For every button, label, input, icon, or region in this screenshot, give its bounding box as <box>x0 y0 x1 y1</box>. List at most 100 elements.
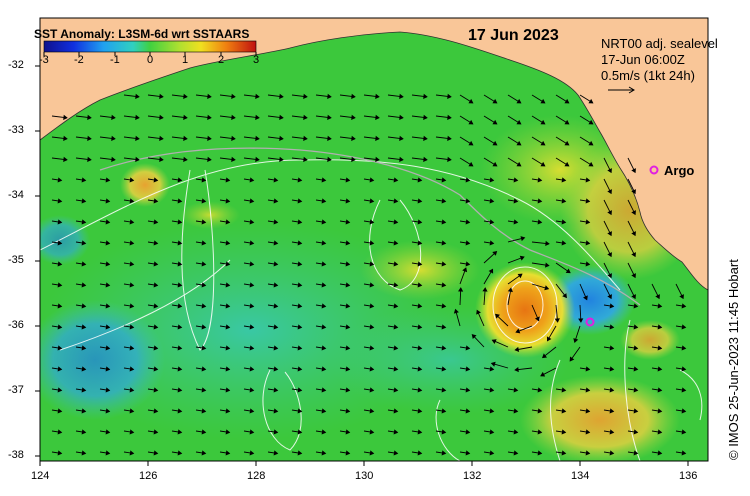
current-arrow-head <box>482 287 488 292</box>
current-arrow-head <box>129 345 135 351</box>
current-arrow-head <box>249 261 255 267</box>
current-arrow-head <box>153 198 159 204</box>
current-arrow-head <box>201 282 207 288</box>
current-arrow-head <box>345 177 351 183</box>
current-arrow-head <box>465 219 471 225</box>
current-arrow-head <box>441 366 447 372</box>
current-arrow-head <box>681 450 687 456</box>
current-arrow-head <box>225 450 231 456</box>
current-arrow-head <box>57 387 63 393</box>
current-arrow-head <box>81 450 87 456</box>
current-arrow-head <box>321 324 327 330</box>
current-arrow-head <box>201 429 207 435</box>
current-arrow-head <box>177 282 183 288</box>
current-arrow-head <box>249 219 255 225</box>
current-arrow-head <box>105 219 111 225</box>
current-arrow-head <box>225 177 231 183</box>
current-arrow-head <box>105 429 111 435</box>
current-arrow-head <box>57 177 63 183</box>
current-arrow-head <box>249 408 255 414</box>
current-arrow-head <box>561 240 567 246</box>
current-arrow-head <box>607 231 612 237</box>
current-arrow-head <box>153 177 159 183</box>
current-arrow-head <box>321 303 327 309</box>
current-arrow-head <box>631 189 636 195</box>
current-arrow-head <box>399 93 404 99</box>
current-arrow-head <box>465 408 471 414</box>
current-arrow-head <box>345 408 351 414</box>
current-arrow-head <box>585 429 591 435</box>
current-arrow-head <box>81 219 87 225</box>
current-arrow-head <box>609 450 615 456</box>
current-arrow-head <box>561 219 567 225</box>
colorbar-tick: 2 <box>218 54 225 66</box>
current-arrow-head <box>297 198 303 204</box>
current-arrow-head <box>231 135 236 141</box>
current-arrow-head <box>81 408 87 414</box>
scale-arrow <box>608 86 635 94</box>
product-info: NRT00 adj. sealevel 17-Jun 06:00Z 0.5m/s… <box>601 36 718 84</box>
current-arrow-head <box>441 429 447 435</box>
current-arrow-head <box>561 198 567 204</box>
current-arrow-head <box>393 198 399 204</box>
current-arrow-head <box>441 450 447 456</box>
current-arrow-head <box>417 219 423 225</box>
current-arrow-head <box>517 273 523 279</box>
current-arrow-head <box>273 345 279 351</box>
current-arrow-head <box>681 429 687 435</box>
current-arrow-head <box>279 93 284 99</box>
current-arrow-head <box>129 324 135 330</box>
current-arrow-head <box>159 93 164 99</box>
current-arrow-head <box>249 366 255 372</box>
current-arrow-head <box>417 303 423 309</box>
current-arrow-head <box>681 303 687 309</box>
current-arrow-head <box>441 303 447 309</box>
current-arrow-head <box>183 156 188 162</box>
current-arrow-head <box>345 198 351 204</box>
current-arrow-head <box>345 240 351 246</box>
current-arrow-head <box>321 261 327 267</box>
current-arrow-head <box>201 240 207 246</box>
current-arrow-head <box>519 255 525 261</box>
current-arrow-head <box>489 387 495 393</box>
current-arrow-head <box>321 282 327 288</box>
current-arrow-head <box>492 140 498 146</box>
current-arrow-head <box>417 408 423 414</box>
current-arrow-head <box>465 366 471 372</box>
current-arrow-head <box>447 156 452 162</box>
current-arrow-head <box>537 198 543 204</box>
colorbar-tick: 0 <box>147 54 154 66</box>
current-arrow-head <box>631 168 636 174</box>
current-arrow-head <box>249 198 255 204</box>
colorbar-tick: 3 <box>253 54 260 66</box>
lat-tick: -33 <box>8 124 24 136</box>
current-arrow-head <box>345 345 351 351</box>
current-arrow-head <box>465 261 471 267</box>
current-arrow-head <box>540 161 546 167</box>
current-arrow-head <box>681 345 687 351</box>
current-arrow-head <box>516 119 522 125</box>
current-arrow-head <box>297 303 303 309</box>
current-arrow-head <box>468 98 474 104</box>
current-arrow-head <box>105 408 111 414</box>
current-arrow-head <box>135 156 140 162</box>
current-arrow-head <box>657 408 663 414</box>
current-arrow-head <box>369 177 375 183</box>
current-arrow-head <box>321 177 327 183</box>
current-arrow-head <box>225 429 231 435</box>
current-arrow-head <box>465 387 471 393</box>
current-arrow-head <box>609 408 615 414</box>
current-arrow-head <box>81 282 87 288</box>
current-arrow-head <box>441 261 447 267</box>
current-arrow-head <box>369 303 375 309</box>
current-arrow-head <box>537 429 543 435</box>
current-arrow-head <box>657 450 663 456</box>
current-arrow-head <box>417 450 423 456</box>
current-arrow-head <box>609 303 615 309</box>
current-arrow-head <box>201 450 207 456</box>
current-arrow-head <box>279 135 284 141</box>
current-arrow-head <box>129 450 135 456</box>
current-arrow-head <box>561 408 567 414</box>
current-arrow-head <box>542 353 548 359</box>
current-arrow-head <box>57 324 63 330</box>
